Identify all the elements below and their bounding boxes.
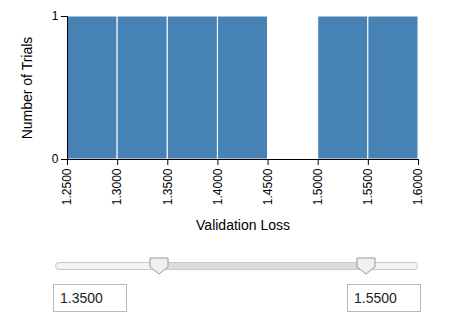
svg-text:1: 1 [52,9,59,23]
html-text:1.5500: 1.5500 [354,290,397,306]
svg-text:1.2500: 1.2500 [60,168,74,205]
svg-text:Validation Loss: Validation Loss [196,217,290,233]
html-text:1.3500: 1.3500 [60,290,103,306]
svg-text:0: 0 [52,152,59,166]
svg-text:1.4500: 1.4500 [261,168,275,205]
svg-text:1.5000: 1.5000 [311,168,325,205]
svg-text:1.3500: 1.3500 [161,168,175,205]
svg-text:1.6000: 1.6000 [411,168,425,205]
svg-text:1.3000: 1.3000 [110,168,124,205]
svg-text:1.5500: 1.5500 [361,168,375,205]
svg-text:Number of Trials: Number of Trials [19,37,35,140]
svg-text:1.4000: 1.4000 [211,168,225,205]
